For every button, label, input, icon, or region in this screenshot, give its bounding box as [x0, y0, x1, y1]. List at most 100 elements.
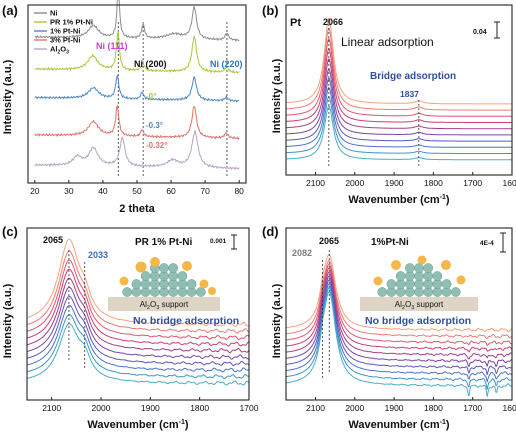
ni-atom: [122, 287, 132, 297]
annotation-ni220: Ni (220): [210, 59, 243, 69]
panel-b-ylabel: Intensity (a.u.): [271, 58, 283, 133]
scale-bar-d: 4E-4: [480, 232, 506, 253]
x-tick-label-2000: 2000: [92, 403, 111, 413]
panel-c: (c) Intensity (a.u.) 2100 2000 1900 1800 170…: [2, 224, 259, 431]
xrd-series-al2o3: [34, 130, 240, 170]
panel-b-xlabel: Wavenumber (cm-1): [348, 194, 450, 206]
annotation-ni200: Ni (200): [134, 59, 167, 69]
x-tick-label-60: 60: [166, 186, 176, 196]
panel-d: (d) Intensity (a.u.) 2100 2000 1900 1800 170…: [262, 224, 516, 431]
ir-trace-2: [285, 260, 512, 339]
xrd-x-axis: 20 30 40 50 60 70 80: [30, 180, 244, 196]
annotation-shift-pr: -0°: [146, 92, 156, 101]
pt-particle: [150, 257, 160, 267]
ir-trace-3: [26, 259, 250, 340]
panel-b-frame: [285, 4, 513, 176]
ir-trace-9: [285, 287, 512, 390]
panel-b-title: Pt: [290, 17, 301, 29]
panel-c-title: PR 1% Pt-Ni: [135, 237, 192, 248]
ir-pt-plot-area: [285, 17, 512, 168]
panel-d-label: (d): [262, 224, 279, 239]
panel-b: (b) Intensity (a.u.) 2100 2000 1900 1800 170…: [262, 3, 516, 206]
panel-d-ylabel: Intensity (a.u.): [271, 283, 283, 358]
scale-bar-b-label: 0.04: [473, 29, 487, 36]
al2o3-support-block: [360, 297, 478, 311]
ir-trace-10: [285, 291, 512, 398]
xrd-series-ni: [34, 0, 240, 42]
peak-label-2033: 2033: [88, 250, 108, 260]
x-tick-label-2000: 2000: [345, 178, 364, 188]
x-tick-label-1600: 1600: [503, 403, 516, 413]
x-tick-label-30: 30: [64, 186, 74, 196]
ir-trace-4: [26, 268, 250, 347]
xrd-series-pr-1-pt-ni: [34, 31, 240, 74]
ir-trace-5: [285, 58, 512, 130]
x-tick-label-1800: 1800: [424, 178, 443, 188]
pt-particle: [456, 275, 466, 285]
x-tick-label-2100: 2100: [306, 403, 325, 413]
ir-pr-plot-area: [26, 238, 250, 386]
scale-bar-b: 0.04: [473, 21, 500, 39]
ir-trace-3: [285, 263, 512, 347]
annotation-shift-1pt: -0.3°: [146, 121, 163, 130]
peak-label-2066: 2066: [323, 17, 343, 27]
x-tick-label-70: 70: [200, 186, 210, 196]
peak-label-2082: 2082: [292, 248, 312, 258]
legend-label-pr: PR 1% Pt-Ni: [50, 18, 93, 27]
pt-particle: [182, 261, 192, 271]
x-tick-label-1800: 1800: [190, 403, 209, 413]
ir-trace-7: [285, 78, 512, 142]
ir-trace-2: [26, 250, 250, 334]
ir-trace-2: [285, 28, 512, 111]
ni-atom: [404, 263, 415, 273]
peak-label-1837: 1837: [400, 89, 419, 99]
ir-trace-7: [285, 279, 512, 376]
x-tick-label-1700: 1700: [463, 178, 482, 188]
x-tick-label-1900: 1900: [385, 178, 404, 188]
pt-particle: [391, 260, 401, 270]
panel-d-xlabel: Wavenumber (cm-1): [348, 419, 450, 431]
ir-trace-7: [26, 296, 250, 367]
ni-atom: [432, 271, 443, 281]
x-tick-label-1800: 1800: [424, 403, 443, 413]
ir-trace-9: [285, 96, 512, 154]
ir-trace-10: [26, 323, 250, 386]
ir-1pt-plot-area: [285, 250, 513, 398]
panel-c-xlabel: Wavenumber (cm-1): [87, 419, 189, 431]
ir-trace-6: [286, 68, 512, 136]
pt-particle: [208, 287, 216, 295]
panel-d-frame: [285, 227, 513, 401]
x-tick-label-1700: 1700: [240, 403, 259, 413]
annotation-no-bridge-c: No bridge adsorption: [133, 315, 239, 327]
ir-trace-8: [285, 283, 512, 383]
ni-atom: [423, 263, 434, 273]
annotation-ni111: Ni (111): [96, 41, 128, 51]
x-tick-label-1900: 1900: [141, 403, 160, 413]
x-tick-label-1900: 1900: [385, 403, 404, 413]
x-tick-label-80: 80: [234, 186, 244, 196]
panel-c-label: (c): [2, 224, 18, 239]
annotation-bridge-adsorption: Bridge adsorption: [370, 71, 456, 82]
ir-trace-1: [26, 238, 250, 328]
ir-trace-4: [285, 267, 513, 353]
peak-label-2065-d: 2065: [319, 236, 339, 246]
ni-atom: [441, 279, 452, 289]
legend-label-1pt: 1% Pt-Ni: [50, 27, 80, 36]
ni-atom: [140, 271, 151, 281]
ni-atom: [414, 263, 424, 273]
panel-a-label: (a): [2, 3, 18, 18]
legend-label-al2o3: Al2O3: [50, 45, 69, 56]
ir-trace-5: [285, 271, 512, 360]
x-tick-label-50: 50: [132, 186, 142, 196]
pt-particle: [119, 276, 129, 286]
ir-trace-5: [26, 277, 250, 354]
panel-c-frame: [26, 227, 250, 401]
xrd-series-3-pt-ni: [34, 105, 240, 140]
ir-trace-3: [286, 38, 512, 117]
xrd-plot-area: [34, 0, 240, 178]
panel-a-xlabel: 2 theta: [119, 203, 155, 215]
x-tick-label-1700: 1700: [463, 403, 482, 413]
annotation-linear-adsorption: Linear adsorption: [341, 35, 434, 49]
ni-atom: [195, 287, 206, 297]
